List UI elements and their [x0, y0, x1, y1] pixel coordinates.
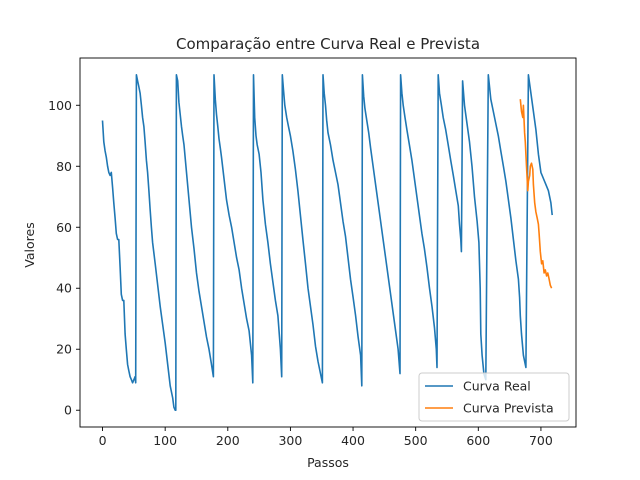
y-tick-label: 60 — [56, 220, 72, 235]
y-tick-label: 40 — [56, 281, 72, 296]
y-tick-label: 20 — [56, 342, 72, 357]
x-tick-label: 0 — [99, 433, 107, 448]
x-tick-label: 200 — [216, 433, 240, 448]
legend: Curva Real Curva Prevista — [418, 372, 570, 422]
x-axis-title: Passos — [307, 455, 349, 470]
x-tick-label: 100 — [153, 433, 177, 448]
plot-area — [79, 57, 577, 428]
x-tick-label: 600 — [466, 433, 490, 448]
y-axis: 0 20 40 60 80 100 — [48, 98, 80, 418]
x-axis: 0 100 200 300 400 500 600 700 — [99, 427, 553, 448]
y-axis-title: Valores — [22, 222, 37, 267]
series-line-real — [101, 74, 553, 412]
y-tick-label: 100 — [48, 98, 72, 113]
y-tick-label: 80 — [56, 159, 72, 174]
x-tick-label: 700 — [529, 433, 553, 448]
y-tick-label: 0 — [64, 403, 72, 418]
chart-title: Comparação entre Curva Real e Prevista — [176, 35, 480, 53]
series-line-prevista — [519, 99, 553, 289]
axes-frame — [79, 57, 577, 428]
x-tick-label: 500 — [404, 433, 428, 448]
legend-box — [418, 372, 570, 422]
x-tick-label: 400 — [341, 433, 365, 448]
legend-label-prevista: Curva Prevista — [463, 401, 554, 416]
x-tick-label: 300 — [278, 433, 302, 448]
legend-label-real: Curva Real — [463, 379, 531, 394]
